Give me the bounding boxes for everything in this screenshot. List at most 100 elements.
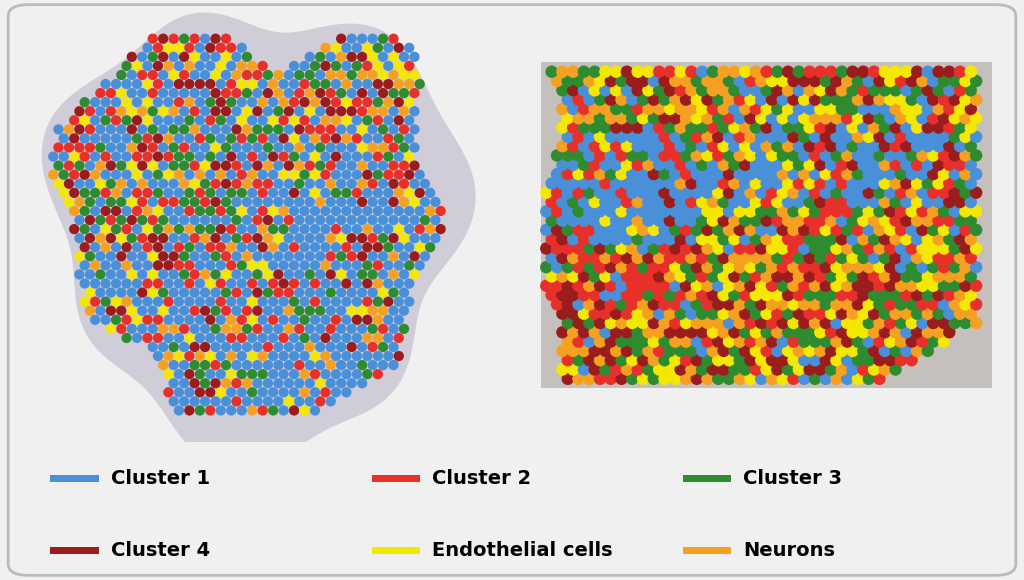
Point <box>855 67 871 77</box>
Point <box>270 288 287 297</box>
Point <box>359 369 376 379</box>
Point <box>839 244 855 253</box>
Point <box>909 123 926 132</box>
Point <box>554 67 570 77</box>
Point <box>656 244 673 253</box>
Point <box>166 197 182 206</box>
Point <box>87 152 103 161</box>
Point <box>624 95 640 104</box>
Point <box>656 318 673 328</box>
Point <box>785 132 802 142</box>
Point <box>597 179 613 188</box>
Point <box>286 279 302 288</box>
Point <box>807 244 823 253</box>
Point <box>662 123 678 132</box>
Point <box>390 351 407 361</box>
Point <box>581 169 597 179</box>
Point <box>113 324 129 334</box>
Point <box>312 270 329 279</box>
Point <box>710 374 726 383</box>
Point <box>197 197 213 206</box>
Point <box>554 291 570 300</box>
Point <box>898 234 914 244</box>
Point <box>144 143 161 152</box>
Point <box>807 77 823 86</box>
Point <box>630 253 646 263</box>
Point <box>656 356 673 365</box>
Point <box>903 263 920 272</box>
Point <box>296 297 312 306</box>
Point <box>129 334 145 343</box>
Point <box>396 324 413 334</box>
Point <box>228 70 245 79</box>
Point <box>233 261 250 270</box>
Point <box>898 86 914 95</box>
Point <box>850 114 866 123</box>
Point <box>275 279 292 288</box>
Point <box>260 270 276 279</box>
Point <box>554 142 570 151</box>
Point <box>233 134 250 143</box>
Point <box>249 197 265 206</box>
Point <box>807 225 823 234</box>
Point <box>769 142 785 151</box>
Point <box>683 179 699 188</box>
Point <box>270 143 287 152</box>
Point <box>785 95 802 104</box>
Point <box>673 346 689 356</box>
Point <box>139 152 156 161</box>
Point <box>181 334 198 343</box>
Point <box>349 170 366 179</box>
Point <box>710 244 726 253</box>
Point <box>144 234 161 243</box>
Point <box>102 234 119 243</box>
Point <box>909 67 926 77</box>
Point <box>602 132 618 142</box>
Point <box>726 253 742 263</box>
Point <box>597 234 613 244</box>
Point <box>108 297 124 306</box>
Point <box>618 67 635 77</box>
Point <box>673 197 689 206</box>
Point <box>630 328 646 337</box>
Point <box>688 281 705 291</box>
Point <box>898 291 914 300</box>
Point <box>640 272 656 281</box>
Point <box>207 306 223 316</box>
Point <box>427 234 443 243</box>
Point <box>265 261 282 270</box>
Point <box>171 97 187 107</box>
Point <box>134 52 151 61</box>
Point <box>699 337 716 346</box>
Point <box>134 234 151 243</box>
Point <box>223 115 240 125</box>
Point <box>254 152 270 161</box>
Point <box>77 224 93 234</box>
Point <box>82 161 98 171</box>
Point <box>302 70 318 79</box>
Point <box>952 179 969 188</box>
Point <box>218 397 234 406</box>
Point <box>370 61 386 71</box>
Point <box>963 67 979 77</box>
Point <box>312 52 329 61</box>
Point <box>581 95 597 104</box>
Point <box>888 234 904 244</box>
Point <box>635 374 651 383</box>
Point <box>683 272 699 281</box>
Point <box>375 52 391 61</box>
Point <box>197 324 213 334</box>
Point <box>302 215 318 224</box>
Point <box>705 67 721 77</box>
Point <box>223 206 240 216</box>
Point <box>640 67 656 77</box>
Point <box>328 43 344 52</box>
Point <box>239 125 255 134</box>
Point <box>796 132 812 142</box>
Point <box>554 309 570 318</box>
Point <box>244 315 260 324</box>
Point <box>385 215 401 224</box>
Point <box>202 224 218 234</box>
Point <box>129 261 145 270</box>
Point <box>581 337 597 346</box>
